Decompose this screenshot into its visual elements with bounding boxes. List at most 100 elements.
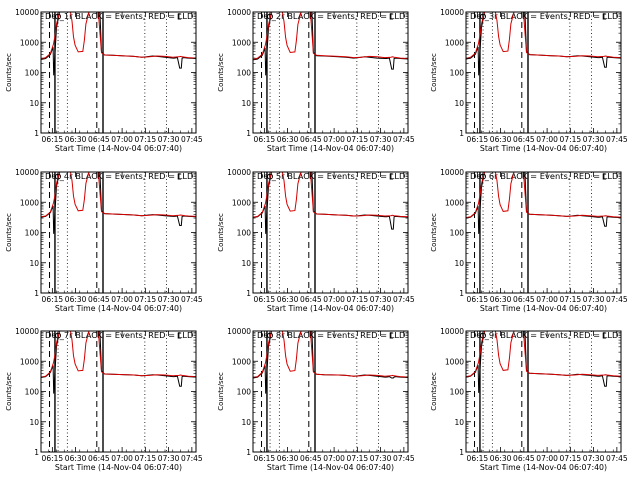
x-tick-label: 07:45 bbox=[606, 135, 628, 144]
y-tick-label: 100 bbox=[450, 229, 465, 238]
x-tick-label: 07:30 bbox=[370, 295, 392, 304]
panel-5: Det_5r BLACK = Events, RED = LLD 1 10 100 10… bbox=[217, 168, 415, 313]
plot-frame bbox=[465, 171, 622, 294]
x-tick-label: 07:30 bbox=[158, 295, 180, 304]
x-axis-label: Start Time (14-Nov-04 06:07:40) bbox=[267, 304, 394, 313]
x-tick-label: 07:15 bbox=[347, 454, 369, 463]
plot-frame bbox=[40, 11, 197, 134]
series-line-lld bbox=[466, 331, 621, 378]
series-line-events bbox=[253, 12, 408, 76]
x-tick-label: 07:15 bbox=[560, 135, 582, 144]
x-tick-label: 07:00 bbox=[111, 454, 133, 463]
series-line-lld bbox=[253, 12, 408, 60]
series-line-events bbox=[466, 12, 621, 76]
y-tick-label: 100 bbox=[450, 388, 465, 397]
x-axis-label: Start Time (14-Nov-04 06:07:40) bbox=[480, 463, 607, 472]
panel-3: Det_3r BLACK = Events, RED = LLD 1 10 100 10… bbox=[430, 8, 628, 153]
y-tick-label: 10000 bbox=[15, 8, 39, 17]
y-tick-label: 10 bbox=[29, 99, 39, 108]
y-tick-label: 1 bbox=[459, 129, 464, 138]
panel-1: Det_1r BLACK = Events, RED = LLD 1 10 100 10… bbox=[5, 8, 203, 153]
x-tick-label: 07:45 bbox=[393, 135, 415, 144]
c-marker bbox=[177, 13, 182, 20]
c-marker bbox=[177, 173, 182, 180]
panel-9: Det_9r BLACK = Events, RED = LLD 1 10 100 10… bbox=[430, 327, 628, 472]
x-axis-label: Start Time (14-Nov-04 06:07:40) bbox=[267, 463, 394, 472]
series-line-events bbox=[41, 12, 196, 76]
x-tick-label: 07:00 bbox=[111, 135, 133, 144]
y-axis-label: Counts/sec bbox=[217, 213, 225, 252]
series-line-events bbox=[253, 172, 408, 234]
plot-frame bbox=[465, 11, 622, 134]
x-tick-label: 07:15 bbox=[347, 295, 369, 304]
x-axis-label: Start Time (14-Nov-04 06:07:40) bbox=[55, 144, 182, 153]
y-tick-label: 100 bbox=[450, 69, 465, 78]
x-tick-label: 06:15 bbox=[42, 295, 64, 304]
series-line-lld bbox=[466, 172, 621, 219]
plot-frame bbox=[252, 330, 409, 453]
x-tick-label: 07:15 bbox=[135, 135, 157, 144]
x-tick-label: 06:30 bbox=[65, 135, 87, 144]
y-tick-label: 1000 bbox=[232, 198, 251, 207]
x-tick-label: 07:45 bbox=[606, 454, 628, 463]
x-tick-label: 07:45 bbox=[606, 295, 628, 304]
x-tick-label: 07:30 bbox=[583, 295, 605, 304]
x-tick-label: 06:45 bbox=[300, 295, 322, 304]
x-tick-label: 06:45 bbox=[88, 295, 110, 304]
y-tick-label: 1 bbox=[34, 129, 39, 138]
y-tick-label: 100 bbox=[25, 229, 40, 238]
y-tick-label: 100 bbox=[237, 388, 252, 397]
x-tick-label: 07:30 bbox=[158, 135, 180, 144]
y-tick-label: 1 bbox=[246, 448, 251, 457]
y-tick-label: 1 bbox=[34, 289, 39, 298]
x-tick-label: 07:30 bbox=[583, 454, 605, 463]
o-marker bbox=[55, 173, 61, 180]
y-tick-label: 1000 bbox=[232, 357, 251, 366]
x-tick-label: 06:15 bbox=[42, 454, 64, 463]
series-line-events bbox=[253, 331, 408, 394]
x-tick-label: 06:30 bbox=[277, 295, 299, 304]
panel-7: Det_7r BLACK = Events, RED = LLD 1 10 100 10… bbox=[5, 327, 203, 472]
y-tick-label: 10000 bbox=[227, 168, 251, 177]
y-axis-label: Counts/sec bbox=[5, 213, 13, 252]
plot-frame bbox=[40, 330, 197, 453]
y-tick-label: 100 bbox=[25, 69, 40, 78]
y-tick-label: 1000 bbox=[20, 357, 39, 366]
o-marker bbox=[267, 173, 273, 180]
x-tick-label: 06:15 bbox=[254, 454, 276, 463]
x-tick-label: 07:00 bbox=[323, 454, 345, 463]
y-tick-label: 1 bbox=[34, 448, 39, 457]
x-tick-label: 07:45 bbox=[181, 295, 203, 304]
y-tick-label: 1000 bbox=[20, 38, 39, 47]
y-axis-label: Counts/sec bbox=[217, 372, 225, 411]
y-tick-label: 10000 bbox=[440, 168, 464, 177]
y-tick-label: 1 bbox=[246, 289, 251, 298]
panel-title: Det_1r BLACK = Events, RED = LLD bbox=[45, 11, 193, 21]
y-axis-label: Counts/sec bbox=[430, 53, 438, 92]
x-tick-label: 07:30 bbox=[370, 135, 392, 144]
c-marker bbox=[389, 173, 394, 180]
panel-title: Det_8r BLACK = Events, RED = LLD bbox=[257, 330, 405, 340]
x-tick-label: 06:45 bbox=[300, 454, 322, 463]
x-tick-label: 07:30 bbox=[158, 454, 180, 463]
y-axis-label: Counts/sec bbox=[217, 53, 225, 92]
y-tick-label: 10 bbox=[29, 418, 39, 427]
y-tick-label: 10000 bbox=[15, 168, 39, 177]
x-axis-label: Start Time (14-Nov-04 06:07:40) bbox=[267, 144, 394, 153]
y-tick-label: 1 bbox=[459, 448, 464, 457]
x-tick-label: 07:00 bbox=[536, 295, 558, 304]
panel-8: Det_8r BLACK = Events, RED = LLD 1 10 100 10… bbox=[217, 327, 415, 472]
plot-frame bbox=[252, 11, 409, 134]
c-marker bbox=[389, 332, 394, 339]
x-tick-label: 07:45 bbox=[181, 135, 203, 144]
x-tick-label: 07:15 bbox=[560, 454, 582, 463]
y-tick-label: 10000 bbox=[227, 327, 251, 336]
o-marker bbox=[480, 13, 486, 20]
c-marker bbox=[602, 13, 607, 20]
x-tick-label: 07:15 bbox=[347, 135, 369, 144]
x-tick-label: 06:45 bbox=[513, 135, 535, 144]
series-line-lld bbox=[41, 12, 196, 60]
x-tick-label: 07:00 bbox=[111, 295, 133, 304]
x-tick-label: 06:15 bbox=[42, 135, 64, 144]
